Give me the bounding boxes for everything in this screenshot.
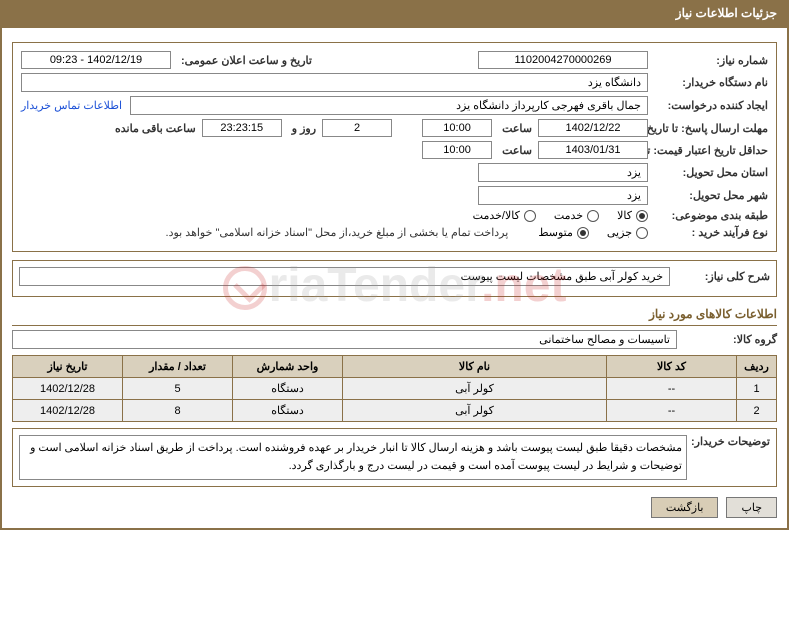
goods-group-value: تاسیسات و مصالح ساختمانی bbox=[12, 330, 677, 349]
table-header: کد کالا bbox=[607, 356, 737, 378]
table-cell: دستگاه bbox=[233, 400, 343, 422]
page-title: جزئیات اطلاعات نیاز bbox=[676, 6, 777, 20]
page-header: جزئیات اطلاعات نیاز bbox=[0, 0, 789, 26]
row-need-no: شماره نیاز: 1102004270000269 تاریخ و ساع… bbox=[21, 51, 768, 69]
radio-option[interactable]: کالا bbox=[617, 209, 648, 222]
radio-option[interactable]: جزیی bbox=[607, 226, 648, 239]
radio-dot-icon bbox=[636, 210, 648, 222]
table-header: واحد شمارش bbox=[233, 356, 343, 378]
radio-option[interactable]: خدمت bbox=[554, 209, 599, 222]
info-panel: شماره نیاز: 1102004270000269 تاریخ و ساع… bbox=[12, 42, 777, 252]
row-buyer-org: نام دستگاه خریدار: دانشگاه یزد bbox=[21, 73, 768, 92]
table-cell: کولر آبی bbox=[343, 400, 607, 422]
table-cell: دستگاه bbox=[233, 378, 343, 400]
need-desc-frame: شرح کلی نیاز: خرید کولر آبی طبق مشخصات ل… bbox=[12, 260, 777, 297]
validity-date: 1403/01/31 bbox=[538, 141, 648, 159]
radio-dot-icon bbox=[587, 210, 599, 222]
radio-option[interactable]: کالا/خدمت bbox=[473, 209, 536, 222]
buyer-org-value: دانشگاه یزد bbox=[21, 73, 648, 92]
radio-label: متوسط bbox=[538, 226, 573, 239]
radio-label: خدمت bbox=[554, 209, 583, 222]
table-cell: کولر آبی bbox=[343, 378, 607, 400]
row-goods-group: گروه کالا: تاسیسات و مصالح ساختمانی bbox=[12, 330, 777, 349]
row-city: شهر محل تحویل: یزد bbox=[21, 186, 768, 205]
radio-dot-icon bbox=[636, 227, 648, 239]
row-deadline: مهلت ارسال پاسخ: تا تاریخ: 1402/12/22 سا… bbox=[21, 119, 768, 137]
table-header: ردیف bbox=[737, 356, 777, 378]
days-suffix: روز و bbox=[288, 122, 316, 135]
table-cell: -- bbox=[607, 400, 737, 422]
table-cell: 1402/12/28 bbox=[13, 400, 123, 422]
need-desc-value: خرید کولر آبی طبق مشخصات لیست پیوست bbox=[19, 267, 670, 286]
validity-time: 10:00 bbox=[422, 141, 492, 159]
province-label: استان محل تحویل: bbox=[648, 166, 768, 179]
radio-option[interactable]: متوسط bbox=[538, 226, 589, 239]
radio-label: جزیی bbox=[607, 226, 632, 239]
table-header-row: ردیفکد کالانام کالاواحد شمارشتعداد / مقد… bbox=[13, 356, 777, 378]
radio-dot-icon bbox=[577, 227, 589, 239]
days-value: 2 bbox=[322, 119, 392, 137]
button-row: چاپ بازگشت bbox=[12, 497, 777, 518]
back-button[interactable]: بازگشت bbox=[651, 497, 719, 518]
deadline-label: مهلت ارسال پاسخ: تا تاریخ: bbox=[648, 122, 768, 135]
row-province: استان محل تحویل: یزد bbox=[21, 163, 768, 182]
buyer-org-label: نام دستگاه خریدار: bbox=[648, 76, 768, 89]
deadline-time: 10:00 bbox=[422, 119, 492, 137]
table-header: نام کالا bbox=[343, 356, 607, 378]
table-cell: 1402/12/28 bbox=[13, 378, 123, 400]
province-value: یزد bbox=[478, 163, 648, 182]
need-no-value: 1102004270000269 bbox=[478, 51, 648, 69]
row-process: نوع فرآیند خرید : جزیی متوسط پرداخت تمام … bbox=[21, 226, 768, 239]
deadline-time-label: ساعت bbox=[498, 122, 532, 135]
table-row: 1--کولر آبیدستگاه51402/12/28 bbox=[13, 378, 777, 400]
city-value: یزد bbox=[478, 186, 648, 205]
table-header: تعداد / مقدار bbox=[123, 356, 233, 378]
table-cell: 2 bbox=[737, 400, 777, 422]
buyer-note-box: توضیحات خریدار: مشخصات دقیقا طبق لیست پی… bbox=[12, 428, 777, 487]
category-label: طبقه بندی موضوعی: bbox=[648, 209, 768, 222]
process-note: پرداخت تمام یا بخشی از مبلغ خرید،از محل … bbox=[166, 226, 509, 239]
row-category: طبقه بندی موضوعی: کالا خدمت کالا/خدمت bbox=[21, 209, 768, 222]
process-label: نوع فرآیند خرید : bbox=[648, 226, 768, 239]
table-cell: 5 bbox=[123, 378, 233, 400]
contact-link[interactable]: اطلاعات تماس خریدار bbox=[21, 99, 122, 112]
announce-value: 1402/12/19 - 09:23 bbox=[21, 51, 171, 69]
radio-label: کالا/خدمت bbox=[473, 209, 520, 222]
table-header: تاریخ نیاز bbox=[13, 356, 123, 378]
deadline-date: 1402/12/22 bbox=[538, 119, 648, 137]
goods-table: ردیفکد کالانام کالاواحد شمارشتعداد / مقد… bbox=[12, 355, 777, 422]
goods-group-label: گروه کالا: bbox=[677, 333, 777, 346]
table-cell: 1 bbox=[737, 378, 777, 400]
row-validity: حداقل تاریخ اعتبار قیمت: تا تاریخ: 1403/… bbox=[21, 141, 768, 159]
buyer-note-text: مشخصات دقیقا طبق لیست پیوست باشد و هزینه… bbox=[19, 435, 687, 480]
table-cell: -- bbox=[607, 378, 737, 400]
row-requester: ایجاد کننده درخواست: جمال باقری فهرجی کا… bbox=[21, 96, 768, 115]
buyer-note-label: توضیحات خریدار: bbox=[687, 435, 770, 448]
radio-label: کالا bbox=[617, 209, 632, 222]
city-label: شهر محل تحویل: bbox=[648, 189, 768, 202]
validity-time-label: ساعت bbox=[498, 144, 532, 157]
category-radios: کالا خدمت کالا/خدمت bbox=[473, 209, 648, 222]
table-row: 2--کولر آبیدستگاه81402/12/28 bbox=[13, 400, 777, 422]
process-radios: جزیی متوسط bbox=[538, 226, 648, 239]
table-cell: 8 bbox=[123, 400, 233, 422]
countdown-value: 23:23:15 bbox=[202, 119, 282, 137]
validity-label: حداقل تاریخ اعتبار قیمت: تا تاریخ: bbox=[648, 144, 768, 157]
goods-section-title: اطلاعات کالاهای مورد نیاز bbox=[12, 307, 777, 326]
requester-value: جمال باقری فهرجی کارپرداز دانشگاه یزد bbox=[130, 96, 648, 115]
radio-dot-icon bbox=[524, 210, 536, 222]
remain-label: ساعت باقی مانده bbox=[111, 122, 196, 135]
requester-label: ایجاد کننده درخواست: bbox=[648, 99, 768, 112]
need-desc-label: شرح کلی نیاز: bbox=[670, 270, 770, 283]
print-button[interactable]: چاپ bbox=[726, 497, 777, 518]
outer-frame: riaTender.net شماره نیاز: 11020042700002… bbox=[0, 26, 789, 530]
need-no-label: شماره نیاز: bbox=[648, 54, 768, 67]
announce-label: تاریخ و ساعت اعلان عمومی: bbox=[177, 54, 312, 67]
